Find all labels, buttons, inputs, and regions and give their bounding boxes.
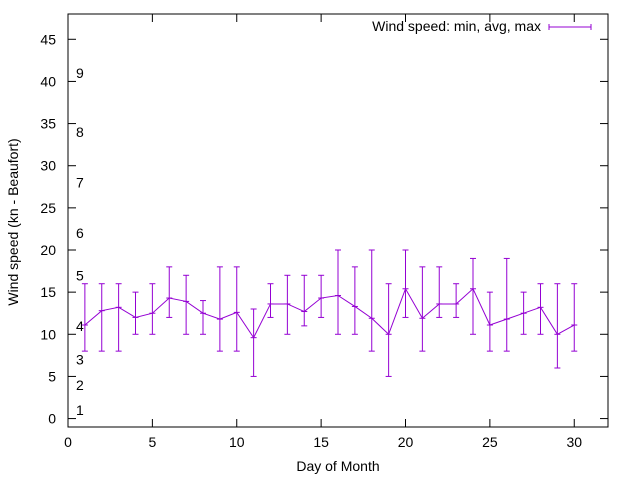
x-tick-label: 15: [313, 434, 329, 450]
beaufort-label: 9: [76, 65, 84, 81]
x-tick-label: 20: [398, 434, 414, 450]
beaufort-label: 2: [76, 377, 84, 393]
x-tick-label: 0: [64, 434, 72, 450]
beaufort-label: 7: [76, 175, 84, 191]
y-tick-label: 10: [40, 326, 56, 342]
beaufort-label: 1: [76, 402, 84, 418]
y-tick-label: 35: [40, 116, 56, 132]
legend: Wind speed: min, avg, max: [372, 18, 592, 34]
x-tick-group: 0 5 10 15 20 25 30: [64, 14, 582, 450]
error-bar-group: [81, 249, 578, 377]
beaufort-scale-labels: 1 2 3 4 5 6 7 8 9: [76, 65, 84, 418]
y-tick-label: 30: [40, 158, 56, 174]
beaufort-label: 5: [76, 267, 84, 283]
y-tick-label: 45: [40, 31, 56, 47]
y-tick-label: 5: [48, 368, 56, 384]
y-tick-label: 15: [40, 284, 56, 300]
beaufort-label: 8: [76, 124, 84, 140]
x-tick-label: 10: [229, 434, 245, 450]
y-tick-label: 25: [40, 200, 56, 216]
legend-label: Wind speed: min, avg, max: [372, 18, 541, 34]
y-tick-label: 0: [48, 411, 56, 427]
series-line: [84, 287, 575, 339]
y-tick-label: 20: [40, 242, 56, 258]
series-line-group: [81, 287, 578, 339]
x-tick-label: 25: [482, 434, 498, 450]
x-tick-label: 30: [566, 434, 582, 450]
y-axis-label: Wind speed (kn - Beaufort): [5, 138, 21, 305]
beaufort-label: 6: [76, 225, 84, 241]
plot-frame: [67, 13, 609, 428]
x-axis-label: Day of Month: [296, 458, 379, 474]
chart-axes: [67, 13, 609, 428]
beaufort-label: 3: [76, 352, 84, 368]
y-tick-label: 40: [40, 73, 56, 89]
beaufort-label: 4: [76, 318, 84, 334]
x-tick-label: 5: [148, 434, 156, 450]
